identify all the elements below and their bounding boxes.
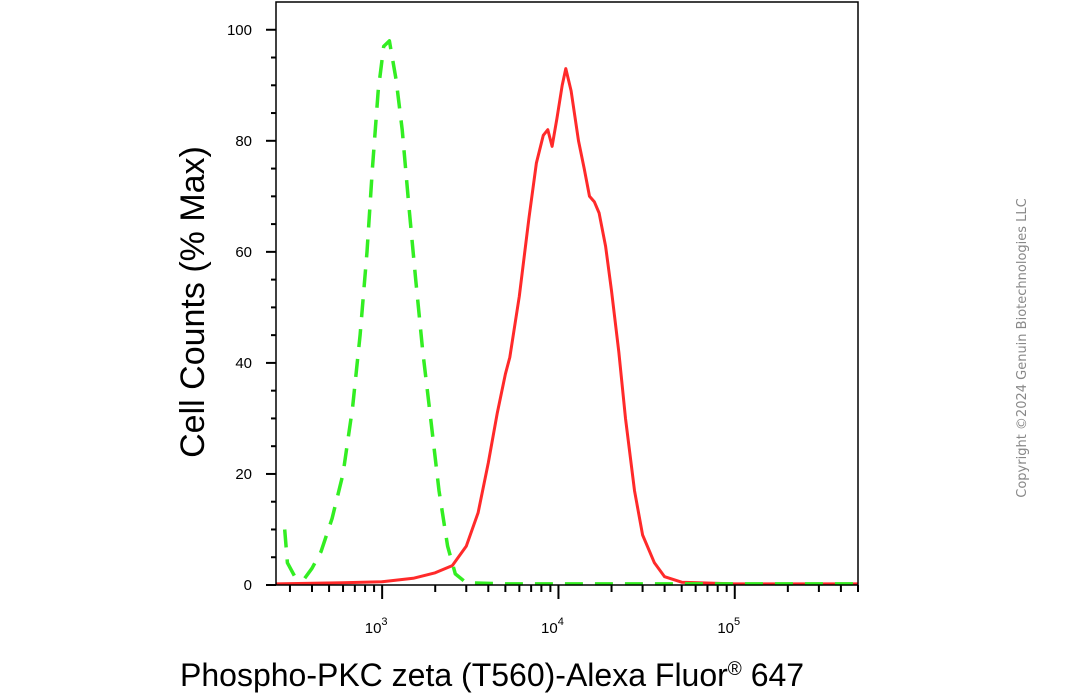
y-axis-ticks: 0 20 40 60 80 100 (227, 22, 276, 594)
plot-frame (275, 1, 859, 586)
x-tick-label: 104 (541, 616, 564, 637)
copyright-watermark: Copyright ©2024 Genuin Biotechnologies L… (1015, 198, 1030, 497)
x-axis-label-tail: 647 (742, 657, 804, 693)
y-tick-label: 100 (227, 22, 252, 39)
x-tick-exponent: 5 (734, 616, 740, 628)
x-tick-label: 105 (717, 616, 740, 637)
series-line-2 (282, 39, 858, 586)
y-axis-label: Cell Counts (% Max) (174, 146, 212, 458)
y-tick-label: 40 (235, 355, 252, 372)
x-axis-label: Phospho-PKC zeta (T560)-Alexa Fluor® 647 (180, 657, 804, 693)
x-axis-label-sup: ® (728, 659, 742, 680)
x-tick-base: 10 (541, 620, 558, 637)
y-tick-label: 0 (244, 577, 252, 594)
series-layer (275, 39, 858, 586)
x-tick-exponent: 3 (381, 616, 387, 628)
x-tick-exponent: 4 (558, 616, 564, 628)
y-tick-label: 20 (235, 466, 252, 483)
x-tick-base: 10 (365, 620, 382, 637)
x-axis-ticks: 103 104 105 (288, 585, 859, 637)
x-tick-label: 103 (365, 616, 388, 637)
y-tick-label: 60 (235, 244, 252, 261)
series-line-1 (275, 67, 858, 586)
x-axis-label-main: Phospho-PKC zeta (T560)-Alexa Fluor (180, 657, 728, 693)
y-tick-label: 80 (235, 133, 252, 150)
x-tick-base: 10 (717, 620, 734, 637)
